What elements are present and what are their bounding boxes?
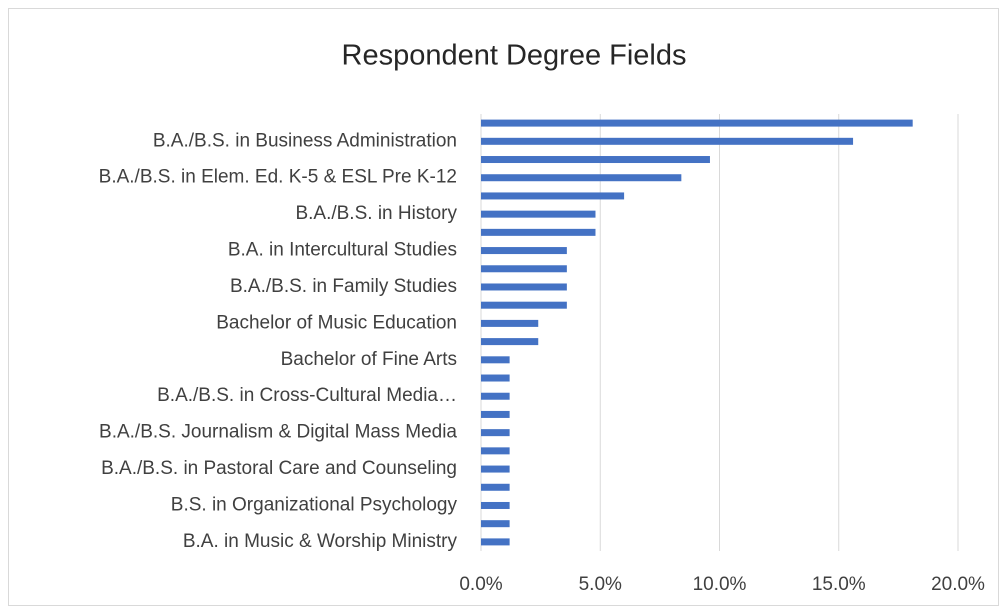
y-tick-label: B.A./B.S. in Pastoral Care and Counselin… — [101, 458, 457, 479]
bar — [481, 319, 539, 327]
bar — [481, 192, 625, 200]
bar — [481, 465, 510, 473]
x-tick-label: 5.0% — [579, 574, 622, 595]
x-tick-label: 0.0% — [459, 574, 502, 595]
y-tick-label: B.A./B.S. in Elem. Ed. K-5 & ESL Pre K-1… — [99, 167, 457, 188]
y-tick-label: B.A./B.S. in Cross-Cultural Media… — [157, 385, 457, 406]
bar — [481, 374, 510, 382]
bar — [481, 483, 510, 491]
bar — [481, 410, 510, 418]
y-tick-label: Bachelor of Fine Arts — [281, 349, 457, 370]
bar — [481, 338, 539, 346]
y-tick-label: B.A. in Music & Worship Ministry — [183, 531, 458, 552]
bar — [481, 447, 510, 455]
bar — [481, 228, 596, 236]
bar — [481, 119, 913, 127]
bar — [481, 210, 596, 218]
bar — [481, 392, 510, 400]
y-tick-label: B.A./B.S. in Family Studies — [230, 276, 457, 297]
bar — [481, 265, 567, 273]
y-tick-label: B.A. in Intercultural Studies — [228, 240, 457, 261]
y-tick-label: Bachelor of Music Education — [216, 312, 457, 333]
bar — [481, 538, 510, 546]
bar — [481, 520, 510, 528]
bar — [481, 156, 710, 164]
x-tick-label: 10.0% — [693, 574, 747, 595]
x-tick-label: 15.0% — [812, 574, 866, 595]
bar — [481, 501, 510, 509]
bar — [481, 429, 510, 437]
bar — [481, 174, 682, 182]
chart-title: Respondent Degree Fields — [342, 40, 687, 72]
bar — [481, 356, 510, 364]
y-tick-label: B.A./B.S. in History — [295, 203, 457, 224]
bar — [481, 301, 567, 309]
y-tick-label: B.S. in Organizational Psychology — [171, 494, 458, 515]
bar — [481, 247, 567, 255]
bar — [481, 137, 854, 145]
y-tick-label: B.A./B.S. Journalism & Digital Mass Medi… — [99, 422, 457, 443]
x-tick-label: 20.0% — [931, 574, 985, 595]
y-tick-label: B.A./B.S. in Business Administration — [153, 130, 457, 151]
bar — [481, 283, 567, 291]
